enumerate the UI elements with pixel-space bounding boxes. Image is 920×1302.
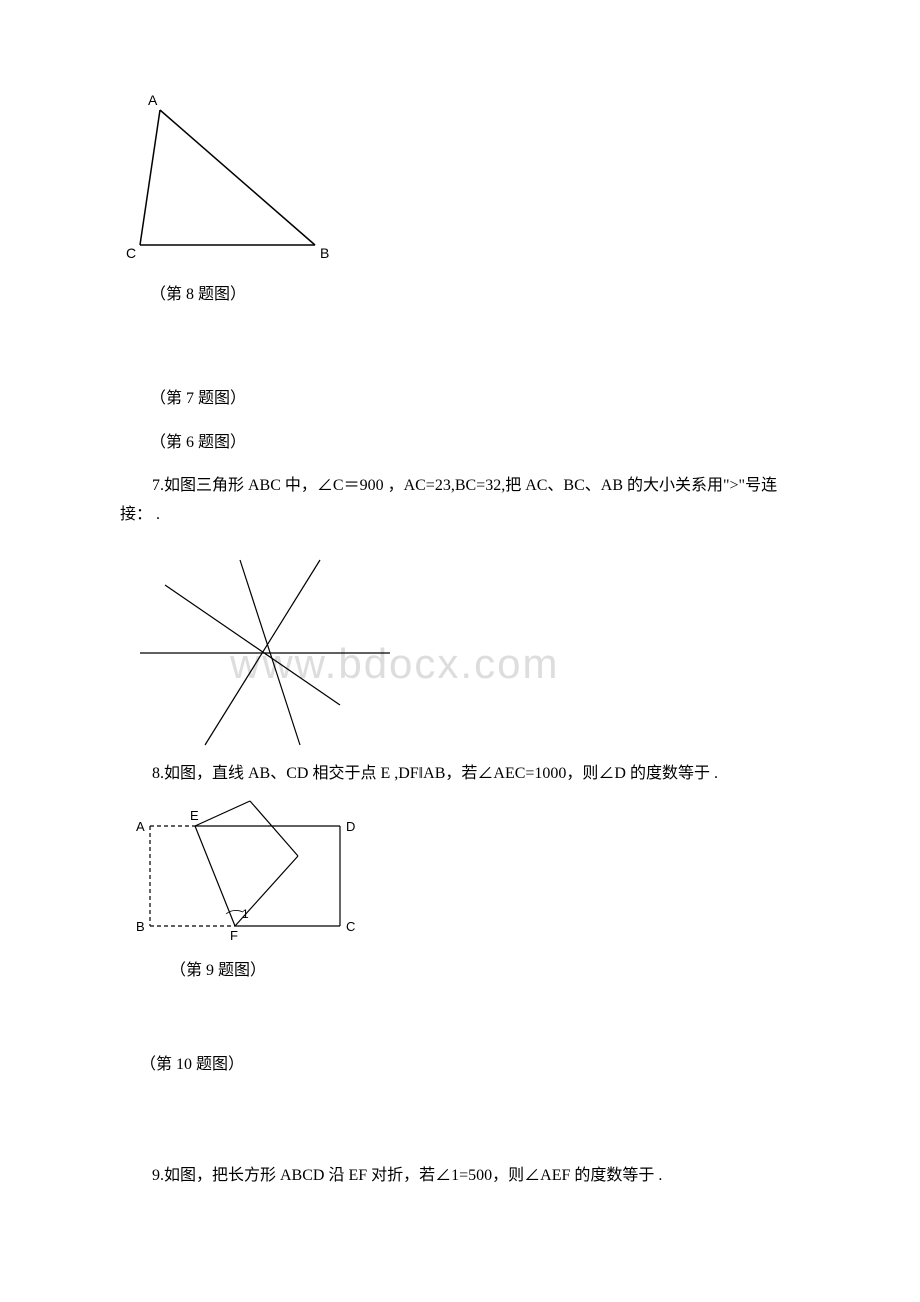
- page-content: A C B （第 8 题图） （第 7 题图） （第 6 题图） 7.如图三角形…: [120, 90, 800, 1191]
- fold-label-f: F: [230, 928, 238, 943]
- triangle-svg: A C B: [120, 90, 340, 260]
- figure-star: [130, 550, 800, 750]
- fold-label-c: C: [346, 919, 355, 934]
- caption-fig10: （第 10 题图）: [140, 1050, 800, 1074]
- figure-triangle: A C B: [120, 90, 800, 260]
- fold-label-b: B: [136, 919, 145, 934]
- fold-label-e: E: [190, 808, 199, 823]
- problem-7-text: 7.如图三角形 ABC 中，∠C＝900 ，AC=23,BC=32,把 AC、B…: [120, 472, 800, 530]
- problem-9-text: 9.如图，把长方形 ABCD 沿 EF 对折，若∠1=500，则∠AEF 的度数…: [120, 1162, 800, 1191]
- figure-rectangle-fold: 1 A E D B F C: [130, 796, 800, 946]
- rectangle-fold-svg: 1 A E D B F C: [130, 796, 370, 946]
- label-b: B: [320, 245, 329, 260]
- caption-fig6: （第 6 题图）: [150, 428, 800, 452]
- fold-label-d: D: [346, 819, 355, 834]
- label-a: A: [148, 92, 158, 108]
- caption-fig7: （第 7 题图）: [150, 384, 800, 408]
- angle-1-label: 1: [242, 907, 249, 921]
- problem-8-text: 8.如图，直线 AB、CD 相交于点 E ,DF‖AB，若∠AEC=1000，则…: [120, 760, 800, 789]
- caption-fig9: （第 9 题图）: [170, 956, 800, 980]
- star-svg: [130, 550, 390, 750]
- fold-label-a: A: [136, 819, 145, 834]
- label-c: C: [126, 245, 136, 260]
- caption-fig8: （第 8 题图）: [150, 280, 800, 304]
